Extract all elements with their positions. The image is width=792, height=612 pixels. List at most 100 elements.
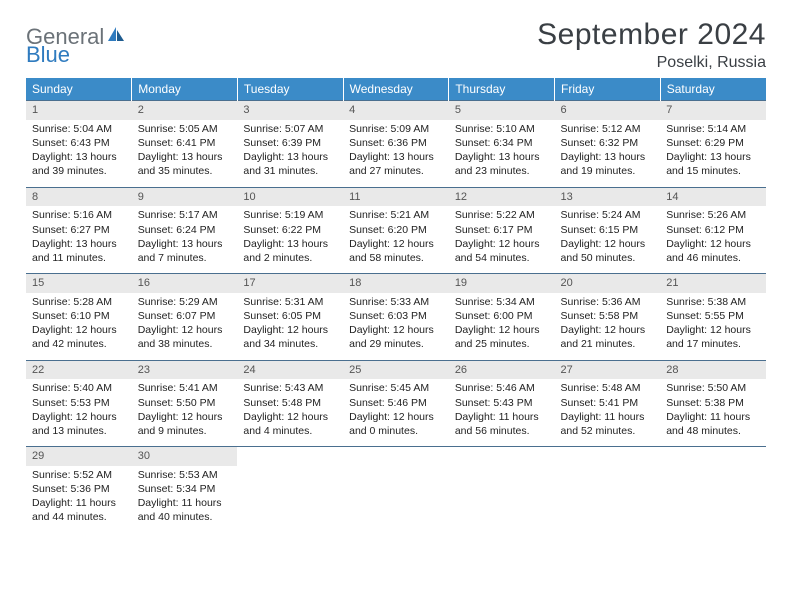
daylight-text: Daylight: 13 hours and 15 minutes. xyxy=(666,150,760,178)
sunset-text: Sunset: 6:05 PM xyxy=(243,309,337,323)
day-cell: 25Sunrise: 5:45 AMSunset: 5:46 PMDayligh… xyxy=(343,360,449,447)
sunrise-text: Sunrise: 5:33 AM xyxy=(349,295,443,309)
daylight-text: Daylight: 13 hours and 11 minutes. xyxy=(32,237,126,265)
sunrise-text: Sunrise: 5:52 AM xyxy=(32,468,126,482)
day-cell: 23Sunrise: 5:41 AMSunset: 5:50 PMDayligh… xyxy=(132,360,238,447)
day-cell: 26Sunrise: 5:46 AMSunset: 5:43 PMDayligh… xyxy=(449,360,555,447)
sunset-text: Sunset: 6:39 PM xyxy=(243,136,337,150)
day-cell: 4Sunrise: 5:09 AMSunset: 6:36 PMDaylight… xyxy=(343,101,449,188)
sunset-text: Sunset: 6:15 PM xyxy=(561,223,655,237)
day-body: Sunrise: 5:43 AMSunset: 5:48 PMDaylight:… xyxy=(237,379,343,446)
sunset-text: Sunset: 6:00 PM xyxy=(455,309,549,323)
sunrise-text: Sunrise: 5:48 AM xyxy=(561,381,655,395)
daylight-text: Daylight: 13 hours and 23 minutes. xyxy=(455,150,549,178)
day-cell: 20Sunrise: 5:36 AMSunset: 5:58 PMDayligh… xyxy=(555,274,661,361)
week-row: 29Sunrise: 5:52 AMSunset: 5:36 PMDayligh… xyxy=(26,447,766,533)
day-number: 8 xyxy=(26,188,132,207)
day-number: 29 xyxy=(26,447,132,466)
daylight-text: Daylight: 13 hours and 7 minutes. xyxy=(138,237,232,265)
logo-text-blue: Blue xyxy=(26,42,70,67)
title-block: September 2024 Poselki, Russia xyxy=(537,18,766,72)
day-body: Sunrise: 5:31 AMSunset: 6:05 PMDaylight:… xyxy=(237,293,343,360)
sunset-text: Sunset: 6:10 PM xyxy=(32,309,126,323)
day-cell: 1Sunrise: 5:04 AMSunset: 6:43 PMDaylight… xyxy=(26,101,132,188)
day-number: 24 xyxy=(237,361,343,380)
day-cell: 29Sunrise: 5:52 AMSunset: 5:36 PMDayligh… xyxy=(26,447,132,533)
day-number: 2 xyxy=(132,101,238,120)
sunset-text: Sunset: 6:24 PM xyxy=(138,223,232,237)
day-cell: 17Sunrise: 5:31 AMSunset: 6:05 PMDayligh… xyxy=(237,274,343,361)
day-body: Sunrise: 5:09 AMSunset: 6:36 PMDaylight:… xyxy=(343,120,449,187)
day-cell: 16Sunrise: 5:29 AMSunset: 6:07 PMDayligh… xyxy=(132,274,238,361)
daylight-text: Daylight: 11 hours and 56 minutes. xyxy=(455,410,549,438)
daylight-text: Daylight: 13 hours and 2 minutes. xyxy=(243,237,337,265)
day-cell: 27Sunrise: 5:48 AMSunset: 5:41 PMDayligh… xyxy=(555,360,661,447)
sunrise-text: Sunrise: 5:10 AM xyxy=(455,122,549,136)
sunset-text: Sunset: 5:41 PM xyxy=(561,396,655,410)
day-cell: 5Sunrise: 5:10 AMSunset: 6:34 PMDaylight… xyxy=(449,101,555,188)
day-cell: . xyxy=(660,447,766,533)
sunrise-text: Sunrise: 5:53 AM xyxy=(138,468,232,482)
daylight-text: Daylight: 11 hours and 52 minutes. xyxy=(561,410,655,438)
daylight-text: Daylight: 12 hours and 0 minutes. xyxy=(349,410,443,438)
day-number: 16 xyxy=(132,274,238,293)
sunrise-text: Sunrise: 5:36 AM xyxy=(561,295,655,309)
day-number: 25 xyxy=(343,361,449,380)
day-cell: 13Sunrise: 5:24 AMSunset: 6:15 PMDayligh… xyxy=(555,187,661,274)
day-cell: . xyxy=(555,447,661,533)
day-header-thu: Thursday xyxy=(449,78,555,101)
sunset-text: Sunset: 6:20 PM xyxy=(349,223,443,237)
day-number: 19 xyxy=(449,274,555,293)
day-body: Sunrise: 5:19 AMSunset: 6:22 PMDaylight:… xyxy=(237,206,343,273)
day-number: 27 xyxy=(555,361,661,380)
daylight-text: Daylight: 13 hours and 35 minutes. xyxy=(138,150,232,178)
day-number: 28 xyxy=(660,361,766,380)
day-cell: . xyxy=(237,447,343,533)
daylight-text: Daylight: 12 hours and 17 minutes. xyxy=(666,323,760,351)
sunrise-text: Sunrise: 5:24 AM xyxy=(561,208,655,222)
sunrise-text: Sunrise: 5:43 AM xyxy=(243,381,337,395)
daylight-text: Daylight: 12 hours and 54 minutes. xyxy=(455,237,549,265)
sunset-text: Sunset: 5:58 PM xyxy=(561,309,655,323)
day-body: Sunrise: 5:14 AMSunset: 6:29 PMDaylight:… xyxy=(660,120,766,187)
day-body: Sunrise: 5:04 AMSunset: 6:43 PMDaylight:… xyxy=(26,120,132,187)
month-title: September 2024 xyxy=(537,18,766,52)
day-body: Sunrise: 5:52 AMSunset: 5:36 PMDaylight:… xyxy=(26,466,132,533)
day-header-wed: Wednesday xyxy=(343,78,449,101)
logo-blue-wrap: Blue xyxy=(26,42,70,68)
sunrise-text: Sunrise: 5:22 AM xyxy=(455,208,549,222)
day-header-row: Sunday Monday Tuesday Wednesday Thursday… xyxy=(26,78,766,101)
day-number: 7 xyxy=(660,101,766,120)
sunrise-text: Sunrise: 5:38 AM xyxy=(666,295,760,309)
day-cell: 19Sunrise: 5:34 AMSunset: 6:00 PMDayligh… xyxy=(449,274,555,361)
sunrise-text: Sunrise: 5:26 AM xyxy=(666,208,760,222)
sunset-text: Sunset: 6:43 PM xyxy=(32,136,126,150)
day-cell: 2Sunrise: 5:05 AMSunset: 6:41 PMDaylight… xyxy=(132,101,238,188)
day-cell: 15Sunrise: 5:28 AMSunset: 6:10 PMDayligh… xyxy=(26,274,132,361)
sunset-text: Sunset: 6:12 PM xyxy=(666,223,760,237)
sunrise-text: Sunrise: 5:16 AM xyxy=(32,208,126,222)
week-row: 1Sunrise: 5:04 AMSunset: 6:43 PMDaylight… xyxy=(26,101,766,188)
sunrise-text: Sunrise: 5:19 AM xyxy=(243,208,337,222)
day-body: Sunrise: 5:05 AMSunset: 6:41 PMDaylight:… xyxy=(132,120,238,187)
day-body: Sunrise: 5:17 AMSunset: 6:24 PMDaylight:… xyxy=(132,206,238,273)
day-body: Sunrise: 5:24 AMSunset: 6:15 PMDaylight:… xyxy=(555,206,661,273)
day-body: Sunrise: 5:26 AMSunset: 6:12 PMDaylight:… xyxy=(660,206,766,273)
day-cell: . xyxy=(343,447,449,533)
day-body: Sunrise: 5:46 AMSunset: 5:43 PMDaylight:… xyxy=(449,379,555,446)
daylight-text: Daylight: 12 hours and 38 minutes. xyxy=(138,323,232,351)
day-body: Sunrise: 5:48 AMSunset: 5:41 PMDaylight:… xyxy=(555,379,661,446)
day-number: 21 xyxy=(660,274,766,293)
daylight-text: Daylight: 12 hours and 46 minutes. xyxy=(666,237,760,265)
sunset-text: Sunset: 5:55 PM xyxy=(666,309,760,323)
sunrise-text: Sunrise: 5:34 AM xyxy=(455,295,549,309)
sunset-text: Sunset: 5:48 PM xyxy=(243,396,337,410)
day-body: Sunrise: 5:12 AMSunset: 6:32 PMDaylight:… xyxy=(555,120,661,187)
day-body: Sunrise: 5:50 AMSunset: 5:38 PMDaylight:… xyxy=(660,379,766,446)
sunset-text: Sunset: 6:32 PM xyxy=(561,136,655,150)
sunrise-text: Sunrise: 5:31 AM xyxy=(243,295,337,309)
day-cell: 3Sunrise: 5:07 AMSunset: 6:39 PMDaylight… xyxy=(237,101,343,188)
day-cell: 6Sunrise: 5:12 AMSunset: 6:32 PMDaylight… xyxy=(555,101,661,188)
day-cell: 21 Sunrise: 5:38 AMSunset: 5:55 PMDayligh… xyxy=(660,274,766,361)
day-number: 6 xyxy=(555,101,661,120)
